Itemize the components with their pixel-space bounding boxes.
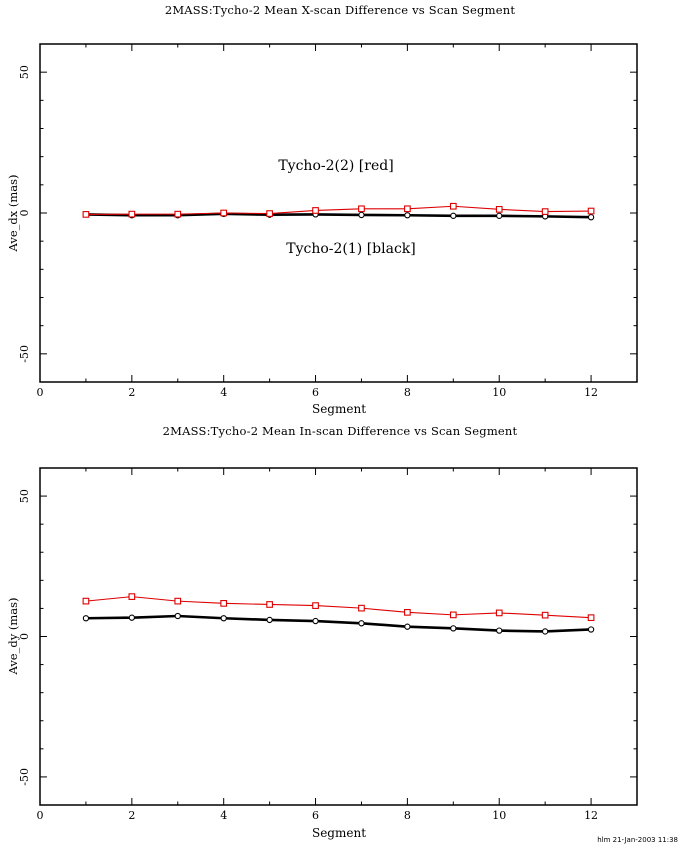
series-annotation-red: Tycho-2(2) [red]: [278, 158, 394, 174]
xscan-x-axis-label: Segment: [311, 402, 367, 416]
y-tick-label: 0: [18, 633, 31, 640]
inscan-chart-title: 2MASS:Tycho-2 Mean In-scan Difference vs…: [162, 424, 518, 438]
square-marker: [587, 614, 595, 622]
x-tick-label: 0: [37, 386, 44, 399]
xscan-chart-title: 2MASS:Tycho-2 Mean X-scan Difference vs …: [164, 3, 516, 17]
square-marker: [220, 600, 228, 607]
x-tick-label: 12: [584, 386, 598, 399]
plot-frame: [39, 467, 638, 806]
y-tick-label: -50: [18, 768, 31, 786]
inscan-y-axis-label: Ave_dy (mas): [6, 597, 20, 675]
plot-area-0: 0 2 4 6 8 10 12 -50 0 50: [18, 43, 638, 399]
x-tick-label: 12: [584, 809, 598, 822]
circle-marker: [174, 612, 181, 620]
circle-marker: [496, 627, 503, 634]
square-marker: [449, 202, 457, 210]
square-marker: [404, 205, 411, 213]
square-marker: [128, 210, 136, 218]
x-tick-label: 10: [492, 386, 506, 399]
series-line-Tycho-2(2): [85, 205, 592, 215]
series-line-Tycho-2(2): [85, 596, 592, 619]
square-marker: [587, 207, 595, 215]
circle-marker: [587, 626, 595, 633]
circle-marker: [312, 617, 319, 625]
inscan-x-axis-label: Segment: [311, 826, 367, 840]
x-tick-label: 2: [128, 386, 135, 399]
square-marker: [312, 602, 319, 609]
series-line-Tycho-2(1): [85, 614, 592, 633]
series-annotation-black: Tycho-2(1) [black]: [286, 241, 416, 257]
x-tick-label: 4: [220, 386, 227, 399]
x-tick-label: 8: [404, 386, 411, 399]
x-tick-label: 0: [37, 809, 44, 822]
x-tick-label: 6: [312, 386, 319, 399]
square-marker: [541, 611, 549, 619]
square-marker: [220, 209, 228, 217]
circle-marker: [542, 628, 549, 635]
y-tick-label: 50: [18, 65, 31, 79]
xscan-y-axis-label: Ave_dx (mas): [6, 174, 20, 252]
square-marker: [449, 611, 457, 619]
plot-timestamp: hlm 21-Jan-2003 11:38: [597, 836, 678, 844]
circle-marker: [496, 212, 503, 219]
square-marker: [541, 208, 549, 215]
circle-marker: [220, 615, 227, 622]
circle-marker: [358, 211, 365, 219]
circle-marker: [450, 212, 457, 219]
y-tick-label: 0: [18, 210, 31, 217]
x-tick-label: 10: [492, 809, 506, 822]
square-marker: [495, 205, 503, 213]
plot-area-1: 0 2 4 6 8 10 12 -50 0 50: [18, 467, 638, 822]
circle-marker: [404, 623, 411, 630]
square-marker: [82, 597, 90, 605]
y-tick-label: -50: [18, 345, 31, 363]
square-marker: [358, 604, 365, 612]
square-marker: [266, 210, 273, 217]
square-marker: [82, 211, 90, 218]
x-tick-label: 2: [128, 809, 135, 822]
circle-marker: [358, 620, 365, 627]
square-marker: [404, 608, 411, 616]
x-tick-label: 6: [312, 809, 319, 822]
square-marker: [174, 597, 182, 605]
circle-marker: [82, 615, 90, 622]
circle-marker: [404, 212, 411, 219]
y-tick-label: 50: [18, 489, 31, 503]
circle-marker: [128, 614, 135, 621]
square-marker: [495, 609, 503, 617]
square-marker: [312, 207, 319, 214]
x-tick-label: 8: [404, 809, 411, 822]
square-marker: [266, 601, 273, 608]
square-marker: [174, 210, 182, 218]
circle-marker: [450, 625, 457, 632]
square-marker: [128, 593, 136, 600]
square-marker: [358, 205, 365, 213]
circle-marker: [587, 214, 595, 221]
x-tick-label: 4: [220, 809, 227, 822]
series-line-Tycho-2(1): [85, 212, 592, 219]
circle-marker: [266, 616, 273, 624]
